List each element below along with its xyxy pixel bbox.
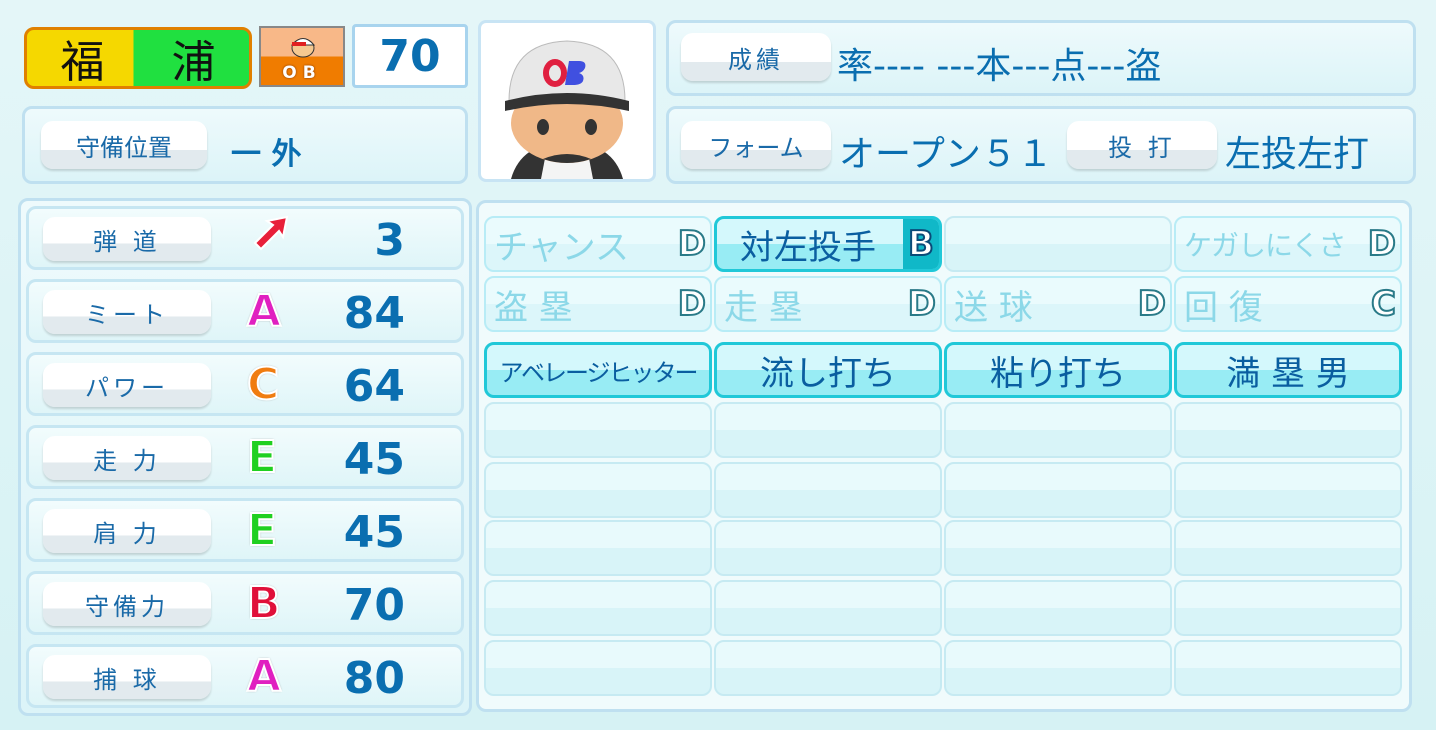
ability-slot-empty: [944, 520, 1172, 576]
ability-slot-empty: [714, 402, 942, 458]
record-button[interactable]: 成績: [681, 33, 831, 81]
ability-slot-empty: [714, 462, 942, 518]
ability-name: 対左投手: [740, 227, 876, 268]
ability-name: 満 塁 男: [1226, 353, 1350, 394]
ability-name: アベレージヒッター: [499, 358, 698, 387]
ability-name: チャンス: [494, 227, 629, 268]
form-panel: フォーム オープン５１ 投 打 左投左打: [666, 106, 1416, 184]
stat-row: 守備力 B 70: [26, 571, 464, 635]
ability-name: 盗 塁: [494, 287, 573, 328]
stat-label-button[interactable]: 守備力: [43, 582, 211, 626]
ability-slot-empty: [714, 580, 942, 636]
ability-name: 送 球: [954, 287, 1033, 328]
ability-cell[interactable]: 対左投手 B: [714, 216, 942, 272]
ability-slot-empty: [944, 402, 1172, 458]
ability-slot-empty: [944, 462, 1172, 518]
stat-value: 64: [343, 361, 405, 412]
stat-value: 45: [343, 434, 405, 485]
form-button[interactable]: フォーム: [681, 121, 831, 169]
ability-cell[interactable]: 満 塁 男: [1174, 342, 1402, 398]
stat-label-button[interactable]: ミート: [43, 290, 211, 334]
ability-slot-empty: [484, 640, 712, 696]
ability-grade: C: [1370, 283, 1397, 325]
ability-slot-empty: [484, 580, 712, 636]
ability-slot-empty: [944, 580, 1172, 636]
stat-row: 弾 道 3: [26, 206, 464, 270]
ability-slot-empty: [1174, 640, 1402, 696]
ability-grade: D: [907, 283, 937, 325]
ability-cell[interactable]: 流し打ち: [714, 342, 942, 398]
cap-logo-icon: [543, 59, 586, 87]
record-value: 率---- ---本---点---盗: [837, 46, 1162, 87]
ability-cell[interactable]: ケガしにくさ D: [1174, 216, 1402, 272]
ability-cell[interactable]: 粘り打ち: [944, 342, 1172, 398]
player-portrait: [478, 20, 656, 182]
stat-row: 捕 球 A 80: [26, 644, 464, 708]
stat-label-button[interactable]: 捕 球: [43, 655, 211, 699]
player-name-first: 福: [60, 37, 105, 88]
trajectory-arrow-icon: [247, 213, 293, 270]
ability-slot-empty: [1174, 462, 1402, 518]
position-value: 一 外: [231, 137, 302, 172]
stat-grade: C: [246, 358, 280, 411]
stat-row: パワー C 64: [26, 352, 464, 416]
ability-slot-empty: [944, 640, 1172, 696]
overall-rating: 70: [352, 24, 468, 88]
ability-slot-empty: [1174, 402, 1402, 458]
ability-slot-empty: [484, 402, 712, 458]
ability-slot-empty: [484, 462, 712, 518]
ability-name: 走 塁: [724, 287, 803, 328]
stat-label-button[interactable]: パワー: [43, 363, 211, 407]
ability-grade: D: [1367, 223, 1397, 265]
stat-value: 70: [343, 580, 405, 631]
ability-slot-empty: [944, 216, 1172, 272]
stat-grade: A: [246, 650, 282, 703]
ability-grade: D: [677, 223, 707, 265]
stat-row: ミート A 84: [26, 279, 464, 343]
stat-label-button[interactable]: 肩 力: [43, 509, 211, 553]
ability-name: 流し打ち: [760, 353, 896, 394]
ability-name: 粘り打ち: [990, 353, 1126, 394]
ability-slot-empty: [714, 640, 942, 696]
stat-label-button[interactable]: 走 力: [43, 436, 211, 480]
stat-grade: E: [246, 504, 278, 557]
record-panel: 成績 率---- ---本---点---盗: [666, 20, 1416, 96]
ability-name: ケガしにくさ: [1184, 229, 1346, 262]
handedness-button[interactable]: 投 打: [1067, 121, 1217, 169]
position-panel: 守備位置 一 外: [22, 106, 468, 184]
ability-slot-empty: [1174, 580, 1402, 636]
team-label: OB: [282, 63, 322, 83]
team-badge: OB: [259, 26, 345, 87]
ability-slot-empty: [484, 520, 712, 576]
ability-slot-empty: [1174, 520, 1402, 576]
ability-grade: D: [677, 283, 707, 325]
stat-value: 80: [343, 653, 405, 704]
stat-grade: A: [246, 285, 282, 338]
stat-grade: B: [246, 577, 282, 630]
team-mascot-icon: [290, 38, 316, 58]
ability-grade: B: [903, 219, 939, 269]
ability-cell[interactable]: アベレージヒッター: [484, 342, 712, 398]
position-button[interactable]: 守備位置: [41, 121, 207, 169]
handedness-value: 左投左打: [1225, 134, 1370, 175]
stat-row: 肩 力 E 45: [26, 498, 464, 562]
player-name-plate: 福 浦: [24, 27, 252, 89]
stat-row: 走 力 E 45: [26, 425, 464, 489]
ability-grade: D: [1137, 283, 1167, 325]
ability-name: 回 復: [1184, 287, 1263, 328]
stat-value: 84: [343, 288, 405, 339]
ability-slot-empty: [714, 520, 942, 576]
stat-value: 3: [374, 215, 405, 266]
stat-grade: E: [246, 431, 278, 484]
stat-value: 45: [343, 507, 405, 558]
player-name-second: 浦: [171, 37, 216, 88]
stat-label-button[interactable]: 弾 道: [43, 217, 211, 261]
form-value: オープン５１: [839, 134, 1053, 175]
ability-cell[interactable]: チャンス D: [484, 216, 712, 272]
